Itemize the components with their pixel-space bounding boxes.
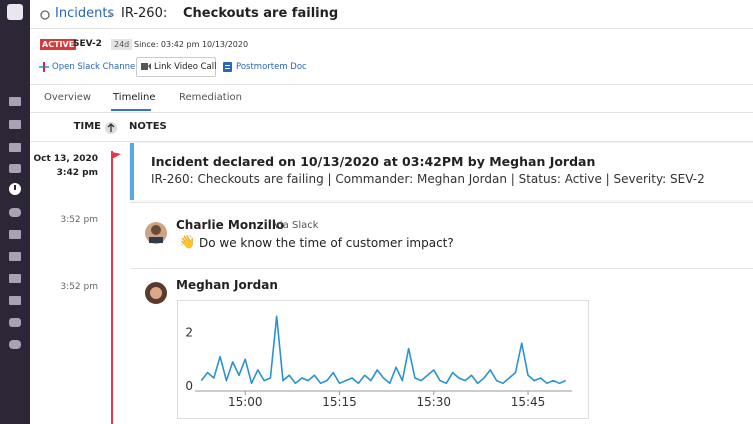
video-label: Link Video Call — [154, 62, 217, 72]
since: Since: 03:42 pm 10/13/2020 — [134, 40, 249, 49]
divider — [30, 84, 753, 85]
entry-time: 3:42 pm — [56, 168, 98, 178]
y-tick-label: 2 — [185, 325, 193, 339]
y-tick-label: 0 — [185, 379, 193, 393]
divider — [130, 268, 753, 269]
doc-icon — [223, 62, 232, 72]
x-tick-label: 15:30 — [416, 395, 451, 409]
tab-active[interactable]: Timeline — [113, 92, 156, 103]
timeline-line — [111, 155, 113, 424]
column-header: NOTES — [129, 121, 167, 132]
avatar — [145, 222, 167, 244]
column-header[interactable]: TIME — [73, 121, 101, 132]
postmortem-link[interactable]: Postmortem Doc — [236, 62, 307, 72]
incident-title: Checkouts are failing — [183, 6, 339, 21]
declared-title: Incident declared on 10/13/2020 at 03:42… — [151, 154, 596, 169]
status-badge: ACTIVE — [40, 39, 77, 50]
incident-icon — [40, 10, 50, 20]
divider — [30, 141, 753, 142]
video-button[interactable] — [136, 57, 216, 77]
timeline-flag — [111, 151, 121, 165]
x-tick-label: 15:15 — [322, 395, 357, 409]
sort-icon[interactable] — [104, 121, 118, 135]
source: via Slack — [274, 220, 319, 231]
breadcrumb-chevron — [107, 10, 113, 18]
slack-icon — [39, 62, 49, 72]
x-tick-label: 15:00 — [228, 395, 263, 409]
entry-time: 3:52 pm — [60, 282, 98, 292]
camera-icon — [141, 63, 151, 70]
declared-card — [130, 143, 753, 200]
series-line — [200, 315, 567, 385]
breadcrumb-link[interactable]: Incidents — [55, 6, 115, 21]
author: Charlie Monzillo — [176, 218, 285, 232]
entry-date: Oct 13, 2020 — [33, 154, 98, 164]
message: Do we know the time of customer impact? — [199, 236, 454, 250]
divider — [130, 202, 753, 203]
tab[interactable]: Overview — [44, 92, 92, 103]
divider — [30, 28, 753, 29]
age-badge: 24d — [111, 39, 133, 50]
declared-details: IR-260: Checkouts are failing | Commande… — [151, 172, 705, 186]
tab-underline — [111, 109, 151, 111]
entry-time: 3:52 pm — [60, 215, 98, 225]
slack-link[interactable]: Open Slack Channel — [52, 62, 138, 72]
author: Meghan Jordan — [176, 278, 278, 292]
sidebar — [0, 0, 30, 424]
incident-id: IR-260: — [121, 6, 168, 21]
x-tick-label: 15:45 — [511, 395, 546, 409]
divider — [30, 112, 753, 113]
tab[interactable]: Remediation — [179, 92, 242, 103]
emoji: 👋 — [179, 235, 196, 250]
chart: 0 2 15:00 15:15 15:30 15:45 — [177, 300, 589, 419]
severity: SEV-2 — [73, 39, 102, 49]
avatar — [145, 282, 167, 304]
